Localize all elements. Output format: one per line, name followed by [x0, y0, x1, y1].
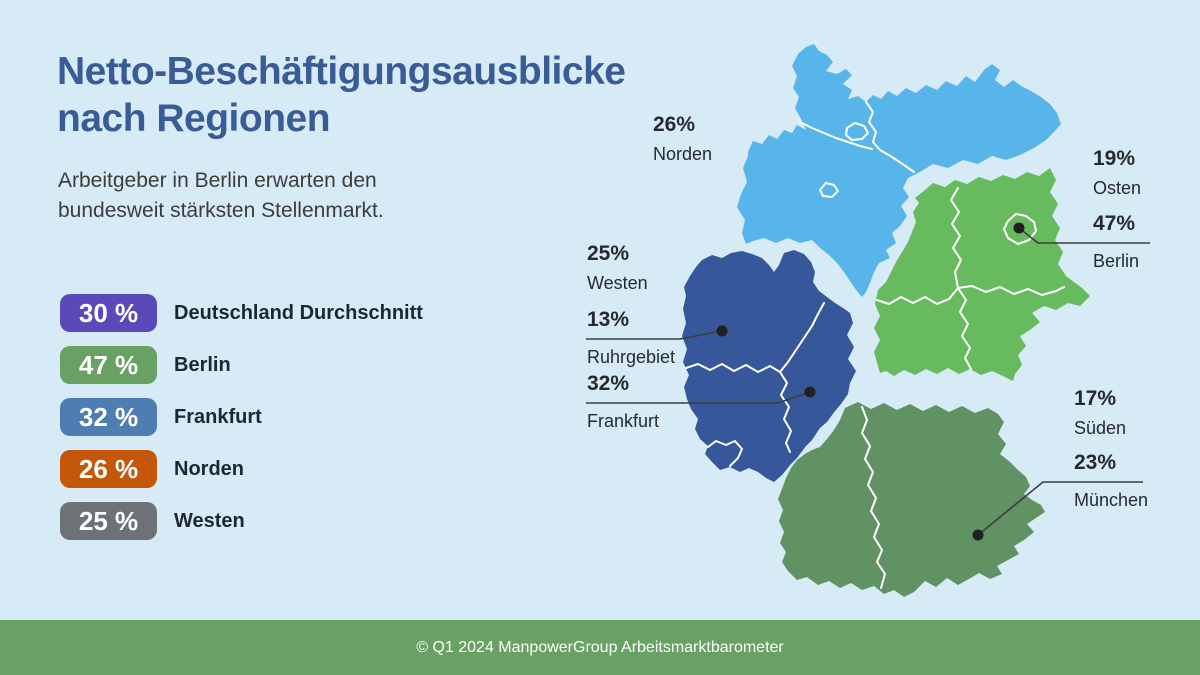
connector-line-ruhrgebiet — [586, 330, 723, 340]
footer-source-text: © Q1 2024 ManpowerGroup Arbeitsmarktbaro… — [416, 638, 784, 656]
map-label-value: 26% — [653, 113, 696, 136]
border-sachsenanhalt-brandenburg — [950, 187, 962, 289]
map-label-name: Süden — [1074, 418, 1127, 438]
map-label-westen: 25% Westen — [587, 241, 648, 295]
legend-label: Westen — [174, 509, 245, 532]
map-label-name: München — [1074, 490, 1149, 510]
city-dot-muenchen — [972, 529, 984, 541]
map-label-value: 32% — [587, 372, 630, 395]
legend-item-berlin: 47 % Berlin — [60, 346, 423, 384]
map-label-name: Norden — [653, 144, 713, 164]
map-label-name: Osten — [1093, 178, 1142, 198]
map-label-value: 47% — [1093, 212, 1136, 235]
legend: 30 % Deutschland Durchschnitt 47 % Berli… — [60, 294, 423, 554]
page-subtitle-line2: bundesweit stärksten Stellenmarkt. — [58, 199, 384, 222]
page-title-line2: nach Regionen — [57, 97, 331, 140]
legend-value-badge: 25 % — [60, 502, 157, 540]
border-bremen — [819, 182, 839, 198]
region-sueden — [778, 402, 1045, 597]
border-elbe — [799, 121, 873, 150]
legend-value-badge: 26 % — [60, 450, 157, 488]
map-label-value: 17% — [1074, 387, 1117, 410]
legend-value-badge: 32 % — [60, 398, 157, 436]
map-label-name: Westen — [587, 273, 648, 293]
page-subtitle-line1: Arbeitgeber in Berlin erwarten den — [58, 169, 377, 192]
border-berlin-enclave — [1003, 213, 1037, 245]
connector-line-frankfurt — [586, 391, 811, 404]
border-nrw-sued — [685, 302, 825, 373]
map-label-osten: 19% Osten — [1093, 146, 1141, 200]
border-thueringen-sachsen — [876, 285, 1065, 370]
border-sh-mv-ni — [865, 101, 915, 173]
legend-item-frankfurt: 32 % Frankfurt — [60, 398, 423, 436]
connector-line-muenchen — [977, 481, 1143, 536]
legend-label: Berlin — [174, 353, 231, 376]
map-label-value: 23% — [1074, 451, 1117, 474]
region-norden — [737, 44, 1061, 297]
border-hessen-rlp — [779, 371, 792, 453]
legend-item-deutschland: 30 % Deutschland Durchschnitt — [60, 294, 423, 332]
map-label-value: 25% — [587, 242, 630, 265]
border-saarland — [707, 440, 743, 467]
legend-label: Frankfurt — [174, 405, 262, 428]
map-label-norden: 26% Norden — [653, 112, 712, 166]
map-label-name: Berlin — [1093, 251, 1140, 271]
map-label-berlin: 47% Berlin — [1093, 211, 1139, 273]
legend-item-westen: 25 % Westen — [60, 502, 423, 540]
page-title-line1: Netto-Beschäftigungsausblicke — [57, 50, 626, 93]
legend-value-badge: 47 % — [60, 346, 157, 384]
map-label-value: 19% — [1093, 147, 1136, 170]
border-hamburg — [845, 122, 869, 141]
region-osten — [874, 168, 1090, 381]
map-label-sueden: 17% Süden — [1074, 386, 1126, 440]
page-title: Netto-Beschäftigungsausblicke nach Regio… — [57, 48, 626, 142]
map-label-frankfurt: 32% Frankfurt — [587, 371, 659, 433]
footer-bar: © Q1 2024 ManpowerGroup Arbeitsmarktbaro… — [0, 620, 1200, 675]
city-dot-frankfurt — [804, 386, 816, 398]
page-subtitle: Arbeitgeber in Berlin erwarten den bunde… — [58, 166, 384, 226]
legend-value-badge: 30 % — [60, 294, 157, 332]
legend-label: Norden — [174, 457, 244, 480]
map-label-value: 13% — [587, 308, 630, 331]
map-label-name: Ruhrgebiet — [587, 347, 676, 367]
legend-label: Deutschland Durchschnitt — [174, 301, 423, 324]
city-dot-berlin — [1013, 222, 1025, 234]
legend-item-norden: 26 % Norden — [60, 450, 423, 488]
map-label-ruhrgebiet: 13% Ruhrgebiet — [587, 307, 675, 369]
border-bw-bayern — [861, 406, 886, 589]
map-label-name: Frankfurt — [587, 411, 660, 431]
map-label-muenchen: 23% München — [1074, 450, 1148, 512]
connector-line-berlin — [1018, 227, 1150, 244]
city-dot-ruhrgebiet — [716, 325, 728, 337]
